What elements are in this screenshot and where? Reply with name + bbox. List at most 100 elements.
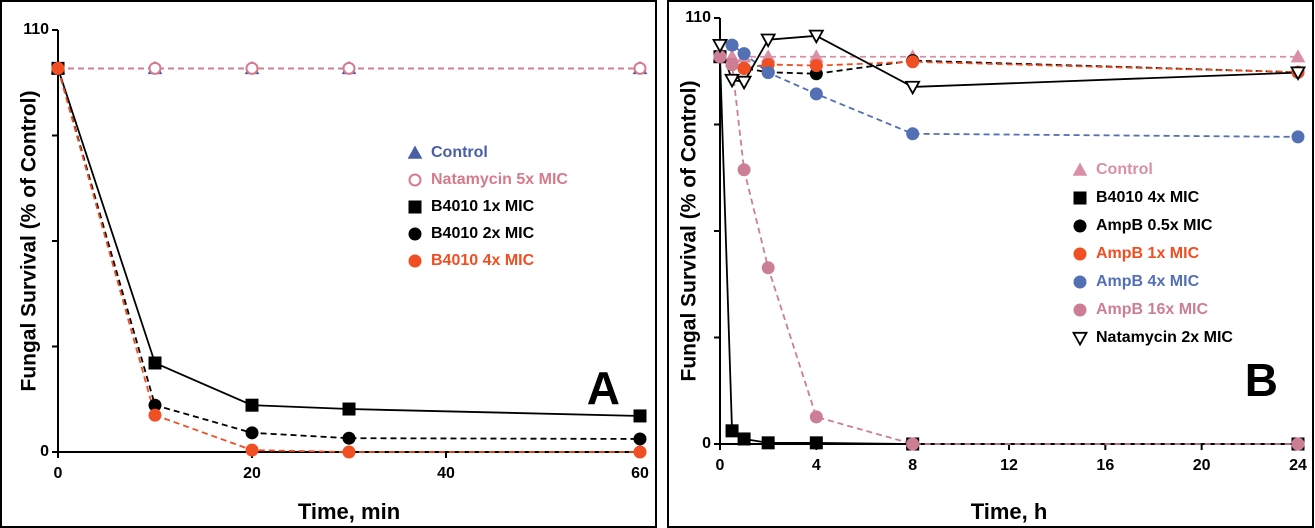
data-point: [737, 61, 751, 75]
series-line: [719, 55, 1298, 445]
data-point: [245, 443, 259, 457]
x-axis-label: Time, h: [971, 499, 1048, 524]
data-point: [1291, 130, 1305, 144]
data-point: [906, 55, 920, 69]
y-axis-label: Fungal Survival (% of Control): [18, 90, 41, 391]
data-point: [761, 436, 775, 450]
data-point: [148, 356, 162, 370]
data-point: [761, 66, 775, 80]
legend-marker: [1072, 162, 1088, 176]
x-tick-label: 24: [1289, 457, 1307, 474]
data-point: [808, 29, 825, 45]
legend-label: AmpB 16x MIC: [1096, 301, 1208, 318]
legend-label: AmpB 1x MIC: [1096, 245, 1200, 262]
data-point: [342, 431, 356, 445]
x-tick-label: 40: [437, 465, 455, 482]
data-point: [1291, 437, 1305, 451]
y-tick-label: 110: [23, 21, 49, 38]
data-point: [342, 445, 356, 459]
data-point: [633, 409, 647, 423]
panel-label: B: [1245, 354, 1278, 406]
legend-label: B4010 2x MIC: [431, 225, 535, 242]
x-tick-label: 20: [1193, 457, 1211, 474]
x-tick-label: 0: [54, 465, 63, 482]
legend-marker: [1073, 303, 1087, 317]
series-line: [719, 55, 1299, 74]
legend-label: B4010 4x MIC: [431, 252, 535, 269]
panel-label: A: [587, 362, 620, 414]
legend-marker: [1073, 247, 1087, 261]
data-point: [713, 50, 727, 64]
legend-marker: [408, 227, 422, 241]
data-point: [737, 163, 751, 177]
data-point: [761, 261, 775, 275]
legend-label: Natamycin 2x MIC: [1096, 329, 1233, 346]
legend-label: AmpB 0.5x MIC: [1096, 217, 1213, 234]
data-point: [148, 408, 162, 422]
data-point: [736, 75, 753, 91]
data-point: [809, 436, 823, 450]
data-point: [809, 59, 823, 73]
panel-frame: [0, 0, 657, 528]
data-point: [51, 61, 65, 75]
series-line: [57, 68, 641, 417]
data-point: [904, 80, 921, 96]
y-axis-label: Fungal Survival (% of Control): [678, 80, 701, 381]
data-point: [633, 445, 647, 459]
legend-marker: [1073, 275, 1087, 289]
legend-label: AmpB 4x MIC: [1096, 273, 1200, 290]
series-line: [719, 43, 1299, 138]
x-tick-label: 12: [1000, 457, 1018, 474]
x-tick-label: 4: [812, 457, 821, 474]
x-tick-label: 60: [631, 465, 649, 482]
data-point: [809, 87, 823, 101]
legend-label: Natamycin 5x MIC: [431, 171, 568, 188]
data-point: [809, 410, 823, 424]
legend-label: B4010 1x MIC: [431, 198, 535, 215]
data-point: [148, 398, 162, 412]
data-point: [760, 33, 777, 49]
data-point: [633, 432, 647, 446]
y-tick-label: 0: [40, 443, 49, 460]
data-point: [148, 61, 162, 75]
series-line: [57, 68, 640, 453]
legend-marker: [1073, 191, 1087, 205]
data-point: [725, 38, 739, 52]
x-tick-label: 8: [908, 457, 917, 474]
legend-marker: [408, 173, 422, 187]
x-tick-label: 0: [716, 457, 725, 474]
data-point: [737, 432, 751, 446]
y-tick-label: 0: [702, 435, 711, 452]
data-point: [725, 424, 739, 438]
data-point: [1289, 66, 1307, 81]
data-point: [1290, 49, 1306, 63]
data-point: [906, 127, 920, 141]
series-line: [57, 68, 641, 440]
data-point: [737, 47, 751, 61]
legend-label: Control: [431, 144, 488, 161]
y-tick-label: 110: [685, 9, 711, 26]
legend-marker: [408, 200, 422, 214]
data-point: [906, 437, 920, 451]
data-point: [724, 73, 741, 89]
data-point: [245, 426, 259, 440]
legend-marker: [1071, 331, 1089, 347]
panel-frame: [667, 0, 1314, 528]
x-tick-label: 20: [243, 465, 261, 482]
legend-marker: [407, 145, 423, 159]
data-point: [711, 39, 729, 54]
legend-marker: [1073, 219, 1087, 233]
data-point: [245, 61, 259, 75]
legend-label: B4010 4x MIC: [1096, 189, 1200, 206]
legend-label: Control: [1096, 161, 1153, 178]
legend-marker: [408, 254, 422, 268]
data-point: [725, 57, 739, 71]
data-point: [342, 61, 356, 75]
x-axis-label: Time, min: [298, 499, 400, 524]
data-point: [633, 61, 647, 75]
series-line: [719, 34, 1299, 88]
x-tick-label: 16: [1096, 457, 1114, 474]
data-point: [342, 402, 356, 416]
data-point: [245, 398, 259, 412]
